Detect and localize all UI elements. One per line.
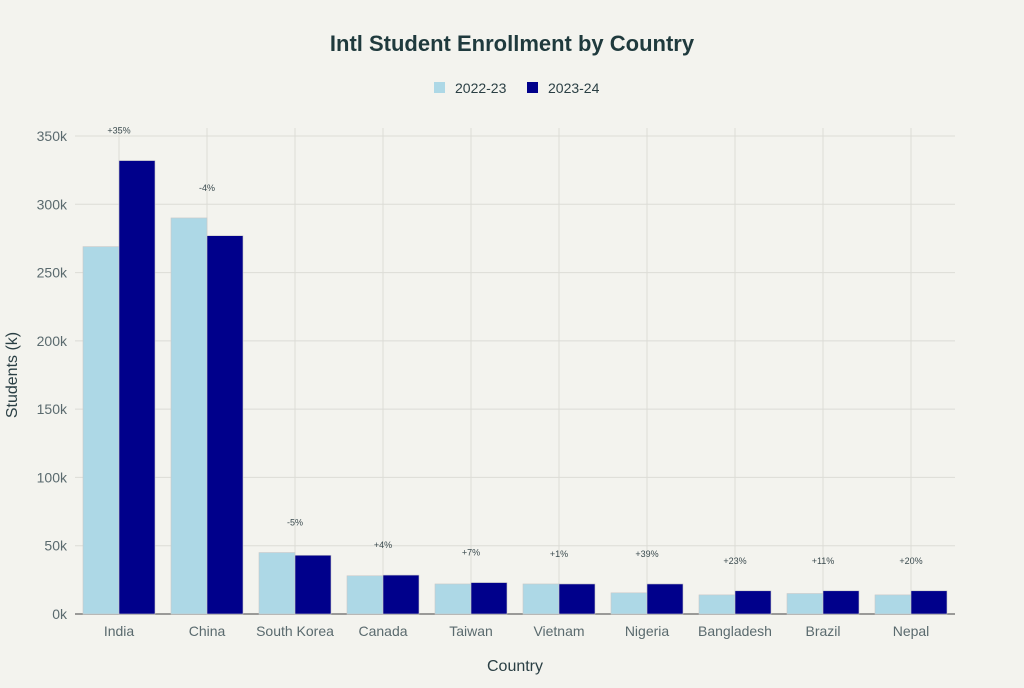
bar-2022-23	[170, 217, 208, 615]
bar-2023-24	[294, 554, 332, 615]
change-annotation: -5%	[287, 518, 303, 528]
x-tick-label: Bangladesh	[698, 623, 772, 639]
y-tick-label: 50k	[44, 538, 68, 554]
bar-2023-24	[910, 590, 948, 615]
bar-2022-23	[522, 583, 560, 615]
x-tick-label: Canada	[358, 623, 407, 639]
bars	[82, 160, 948, 615]
y-tick-label: 150k	[37, 401, 68, 417]
x-tick-label: India	[104, 623, 135, 639]
bar-2022-23	[346, 575, 384, 615]
bar-2022-23	[786, 593, 824, 615]
x-tick-label: Taiwan	[449, 623, 493, 639]
chart-title: Intl Student Enrollment by Country	[330, 31, 695, 56]
change-annotation: -4%	[199, 183, 215, 193]
bar-2023-24	[822, 590, 860, 615]
x-tick-label: South Korea	[256, 623, 334, 639]
bar-2022-23	[698, 594, 736, 615]
x-tick-label: Nigeria	[625, 623, 670, 639]
change-annotation: +11%	[812, 556, 835, 566]
bar-2023-24	[382, 574, 420, 615]
change-annotation: +23%	[723, 556, 746, 566]
bar-2023-24	[558, 583, 596, 615]
x-tick-label: Nepal	[893, 623, 930, 639]
y-tick-label: 350k	[37, 128, 68, 144]
y-axis-ticks: 0k 50k 100k 150k 200k 250k 300k 350k	[37, 128, 68, 622]
change-annotation: +4%	[374, 540, 392, 550]
annotations: +35% -4% -5% +4% +7% +1% +39% +23% +11% +20%	[107, 126, 922, 566]
bar-2023-24	[734, 590, 772, 615]
y-tick-label: 250k	[37, 265, 68, 281]
x-axis-ticks: India China South Korea Canada Taiwan Vietnam…	[104, 623, 929, 639]
bar-2022-23	[258, 552, 296, 615]
legend: 2022-23 2023-24	[434, 80, 600, 96]
bar-2023-24	[470, 582, 508, 615]
y-tick-label: 200k	[37, 333, 68, 349]
change-annotation: +20%	[899, 556, 922, 566]
bar-2023-24	[206, 235, 244, 615]
bar-2023-24	[646, 583, 684, 615]
bar-2022-23	[434, 583, 472, 615]
y-tick-label: 100k	[37, 469, 68, 485]
bar-2022-23	[610, 592, 648, 615]
legend-swatch	[527, 82, 538, 93]
change-annotation: +7%	[462, 548, 480, 558]
x-tick-label: China	[189, 623, 226, 639]
legend-label: 2022-23	[455, 80, 507, 96]
y-tick-label: 0k	[52, 606, 68, 622]
legend-label: 2023-24	[548, 80, 600, 96]
x-axis-label: Country	[487, 658, 543, 675]
change-annotation: +39%	[635, 549, 658, 559]
legend-swatch	[434, 82, 445, 93]
grid	[75, 128, 955, 615]
x-tick-label: Brazil	[805, 623, 840, 639]
bar-2023-24	[118, 160, 156, 615]
x-tick-label: Vietnam	[533, 623, 584, 639]
bar-2022-23	[82, 246, 120, 615]
change-annotation: +1%	[550, 549, 568, 559]
bar-2022-23	[874, 594, 912, 615]
y-axis-label: Students (k)	[4, 332, 21, 418]
change-annotation: +35%	[107, 126, 130, 136]
y-tick-label: 300k	[37, 196, 68, 212]
